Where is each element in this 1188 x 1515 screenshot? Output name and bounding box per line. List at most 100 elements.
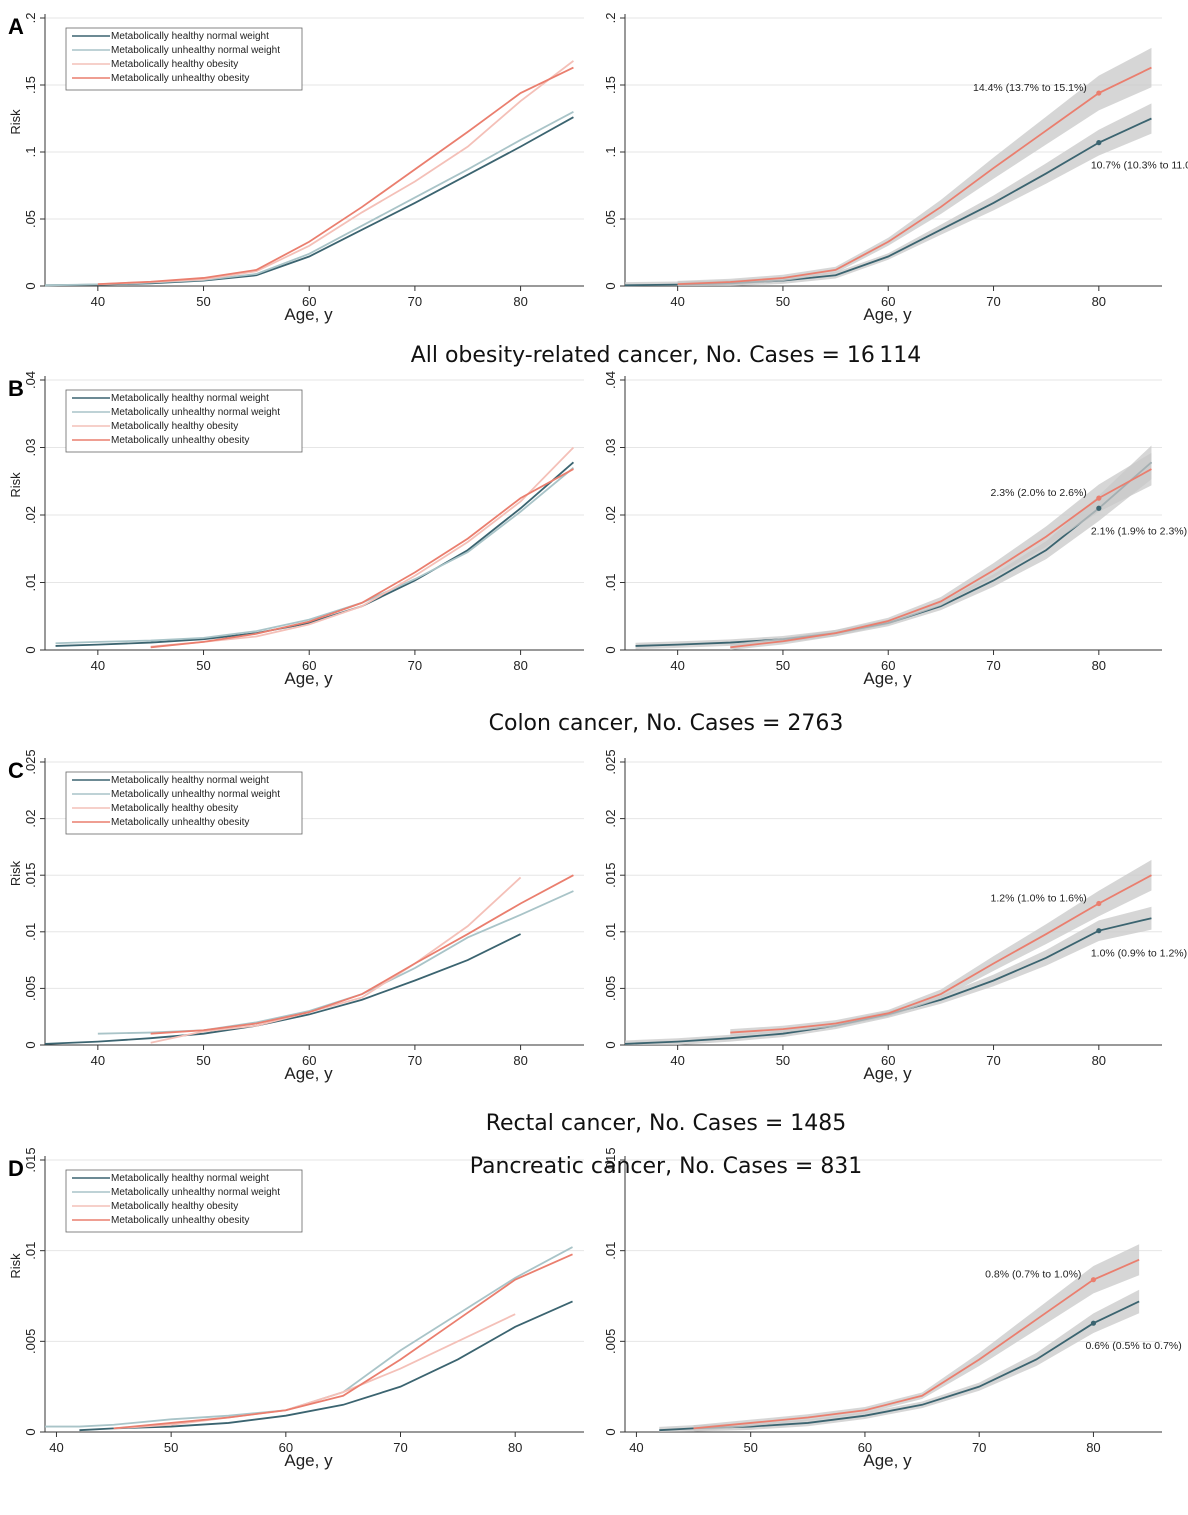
plot-B-right: 0 .01 .02 .03 .04 40 50 60 70 80 Age, y 2.3% (2.0% … [603, 371, 1187, 688]
x-tick-label: 80 [1092, 294, 1106, 309]
x-tick-label: 50 [196, 1053, 210, 1068]
confidence-band [625, 906, 1152, 1045]
x-axis-label: Age, y [863, 1064, 912, 1083]
legend-box [65, 389, 303, 453]
plot-D-right: 0 .005 .01 .015 40 50 60 70 80 Age, y 0.8% (0.7% t… [603, 1147, 1182, 1470]
x-tick-label: 80 [513, 658, 527, 673]
plot-C-left: 0 .005 .01 .015 .02 .025 40 50 60 70 80 Age, y Risk M… [8, 749, 584, 1083]
y-tick-label: .1 [603, 147, 618, 158]
series-line [45, 1246, 573, 1428]
y-tick-label: .02 [603, 506, 618, 524]
y-tick-label: .15 [23, 76, 38, 94]
x-tick-label: 40 [49, 1440, 63, 1455]
x-tick-label: 40 [91, 1053, 105, 1068]
panel-caption: All obesity-related cancer, No. Cases = … [411, 343, 922, 368]
legend: Metabolically healthy normal weight Metab… [65, 1169, 303, 1233]
x-tick-label: 60 [279, 1440, 293, 1455]
legend: Metabolically healthy normal weight Metab… [65, 27, 303, 91]
annotation-label: 0.6% (0.5% to 0.7%) [1085, 1340, 1181, 1352]
panel-letter: A [8, 14, 24, 39]
legend-label: Metabolically healthy obesity [111, 59, 238, 70]
y-tick-label: .02 [23, 506, 38, 524]
y-tick-label: .03 [603, 438, 618, 456]
y-tick-label: .02 [603, 810, 618, 828]
point-marker [1090, 1320, 1097, 1326]
x-tick-label: 60 [302, 658, 316, 673]
panel-letter: D [8, 1156, 24, 1181]
y-tick-label: .01 [603, 573, 618, 591]
series-line [97, 60, 574, 286]
annotation-label: 10.7% (10.3% to 11.0%) [1091, 160, 1188, 172]
legend: Metabolically healthy normal weight Metab… [65, 771, 303, 835]
series-line [55, 461, 575, 647]
legend-label: Metabolically healthy obesity [111, 421, 238, 432]
panel-caption: Rectal cancer, No. Cases = 1485 [486, 1111, 847, 1136]
y-axis-label: Risk [8, 860, 23, 886]
x-tick-label: 40 [670, 658, 684, 673]
y-tick-label: .05 [23, 210, 38, 228]
y-tick-label: .005 [603, 976, 618, 1001]
x-tick-label: 40 [629, 1440, 643, 1455]
x-tick-label: 50 [196, 658, 210, 673]
legend-label: Metabolically unhealthy normal weight [111, 45, 280, 56]
annotation-label: 1.2% (1.0% to 1.6%) [991, 893, 1087, 905]
series-line [730, 468, 1152, 649]
x-tick-label: 70 [986, 1053, 1000, 1068]
x-tick-label: 50 [743, 1440, 757, 1455]
x-tick-label: 60 [881, 658, 895, 673]
x-tick-label: 40 [670, 294, 684, 309]
series-line [97, 66, 574, 286]
series-line [730, 874, 1152, 1034]
point-marker [1096, 495, 1102, 501]
confidence-band [693, 1244, 1140, 1432]
annotation-label: 2.1% (1.9% to 2.3%) [1091, 525, 1187, 537]
legend-label: Metabolically unhealthy obesity [111, 435, 249, 446]
point-marker [1096, 505, 1102, 511]
series-line [150, 446, 575, 648]
x-tick-label: 80 [1086, 1440, 1100, 1455]
legend-label: Metabolically unhealthy obesity [111, 73, 249, 84]
legend-label: Metabolically healthy obesity [111, 1201, 238, 1212]
confidence-band [625, 103, 1152, 286]
panel-caption: Colon cancer, No. Cases = 2763 [489, 711, 844, 736]
y-tick-label: .01 [23, 1242, 38, 1260]
x-tick-label: 80 [513, 1053, 527, 1068]
y-tick-label: .04 [603, 371, 618, 389]
y-tick-label: .2 [603, 13, 618, 24]
x-tick-label: 60 [881, 1053, 895, 1068]
annotation-label: 14.4% (13.7% to 15.1%) [973, 82, 1087, 94]
legend-label: Metabolically healthy normal weight [111, 1173, 269, 1184]
confidence-band [730, 452, 1152, 650]
plot-B-left: 0 .01 .02 .03 .04 40 50 60 70 80 Age, y Risk Metabol… [8, 371, 584, 688]
x-tick-label: 40 [91, 658, 105, 673]
legend-label: Metabolically unhealthy obesity [111, 1215, 249, 1226]
x-axis-label: Age, y [284, 669, 333, 688]
y-tick-label: 0 [603, 646, 618, 653]
y-tick-label: .2 [23, 13, 38, 24]
legend-label: Metabolically unhealthy obesity [111, 817, 249, 828]
y-axis-label: Risk [8, 472, 23, 498]
y-tick-label: .025 [23, 749, 38, 774]
y-tick-label: .01 [603, 923, 618, 941]
confidence-band [730, 859, 1152, 1036]
point-marker [1090, 1277, 1097, 1283]
x-tick-label: 60 [302, 294, 316, 309]
y-tick-label: .015 [23, 1147, 38, 1172]
x-tick-label: 60 [881, 294, 895, 309]
x-axis-label: Age, y [863, 1451, 912, 1470]
y-tick-label: 0 [23, 1428, 38, 1435]
x-tick-label: 80 [1092, 1053, 1106, 1068]
legend-label: Metabolically healthy normal weight [111, 393, 269, 404]
y-tick-label: 0 [603, 1428, 618, 1435]
x-axis-label: Age, y [863, 305, 912, 324]
y-tick-label: .1 [23, 147, 38, 158]
panel-letter: C [8, 758, 24, 783]
point-marker [1096, 900, 1102, 907]
series-line [624, 117, 1152, 287]
series-line [113, 1253, 573, 1430]
x-axis-label: Age, y [863, 669, 912, 688]
annotation-label: 2.3% (2.0% to 2.6%) [991, 487, 1087, 499]
series-line [113, 1313, 516, 1430]
confidence-band [659, 1289, 1140, 1432]
